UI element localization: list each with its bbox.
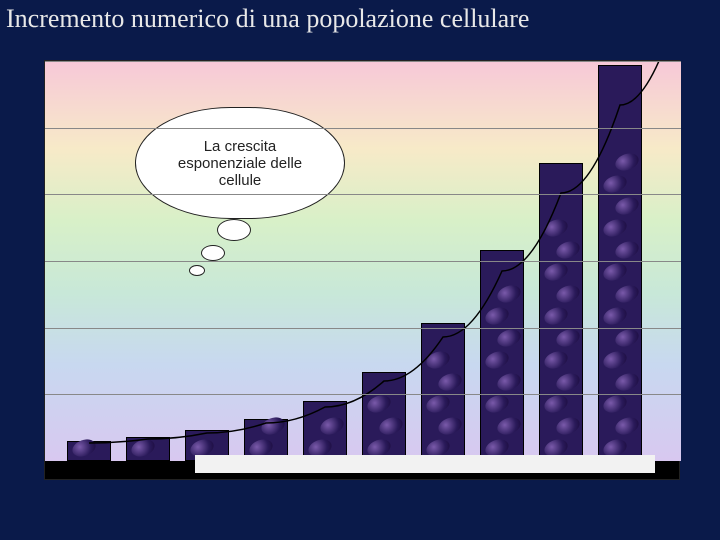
cell-icon xyxy=(601,260,629,283)
cell-icon xyxy=(483,304,511,327)
cell-icon xyxy=(613,282,641,305)
cell-icon xyxy=(554,326,582,349)
bubble-tail xyxy=(217,219,251,241)
bar xyxy=(480,250,524,461)
cell-icon xyxy=(495,282,523,305)
cell-icon xyxy=(613,150,641,173)
cell-icon xyxy=(129,436,157,459)
bar xyxy=(126,437,170,461)
gridline xyxy=(45,328,681,329)
cell-icon xyxy=(554,370,582,393)
gridline xyxy=(45,194,681,195)
cell-icon xyxy=(483,392,511,415)
cell-icon xyxy=(70,436,98,459)
chart-frame: La crescitaesponenziale dellecellule xyxy=(44,60,680,480)
cell-icon xyxy=(495,370,523,393)
bubble-text-line: cellule xyxy=(219,172,262,189)
cell-icon xyxy=(495,414,523,437)
cell-icon xyxy=(318,414,346,437)
cell-icon xyxy=(601,304,629,327)
cell-icon xyxy=(601,348,629,371)
cell-icon xyxy=(483,348,511,371)
cell-icon xyxy=(259,414,287,437)
cell-icon xyxy=(601,392,629,415)
cell-icon xyxy=(613,370,641,393)
cell-icon xyxy=(436,370,464,393)
bubble-main: La crescitaesponenziale dellecellule xyxy=(135,107,345,219)
bar xyxy=(421,323,465,461)
bubble-tail xyxy=(189,265,205,276)
bubble-text-line: esponenziale delle xyxy=(178,155,302,172)
cell-icon xyxy=(613,194,641,217)
cell-icon xyxy=(365,392,393,415)
gridline xyxy=(45,261,681,262)
cell-icon xyxy=(613,238,641,261)
cell-icon xyxy=(554,282,582,305)
page-title: Incremento numerico di una popolazione c… xyxy=(4,4,716,34)
cell-icon xyxy=(424,348,452,371)
cell-icon xyxy=(554,238,582,261)
cell-icon xyxy=(542,304,570,327)
cell-icon xyxy=(542,260,570,283)
bottom-white-bar xyxy=(195,455,655,473)
cell-icon xyxy=(424,392,452,415)
chart-plot-area: La crescitaesponenziale dellecellule xyxy=(45,61,681,461)
gridline xyxy=(45,61,681,62)
cell-icon xyxy=(613,326,641,349)
bar xyxy=(539,163,583,461)
cell-icon xyxy=(542,348,570,371)
cell-icon xyxy=(542,392,570,415)
cell-icon xyxy=(377,414,405,437)
bubble-tail xyxy=(201,245,225,261)
cell-icon xyxy=(495,326,523,349)
cell-icon xyxy=(436,414,464,437)
gridline xyxy=(45,128,681,129)
bar xyxy=(598,65,642,461)
cell-icon xyxy=(554,414,582,437)
cell-icon xyxy=(601,172,629,195)
bar xyxy=(67,441,111,461)
cell-icon xyxy=(542,216,570,239)
bar xyxy=(303,401,347,461)
bubble-text-line: La crescita xyxy=(204,138,277,155)
bar xyxy=(362,372,406,461)
gridline xyxy=(45,394,681,395)
cell-icon xyxy=(601,216,629,239)
cell-icon xyxy=(613,414,641,437)
